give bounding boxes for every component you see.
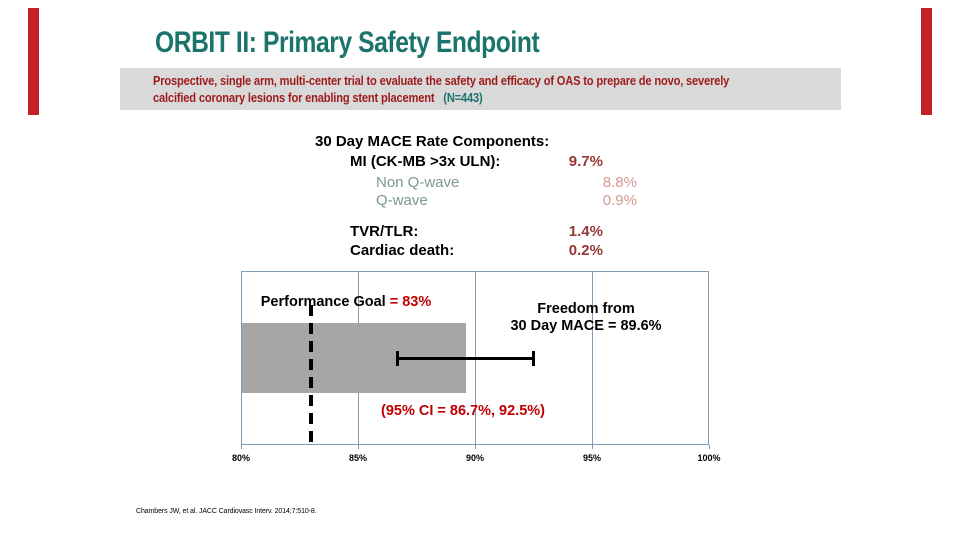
x-axis-tick-label: 80% xyxy=(231,453,250,463)
x-axis-tick-label: 100% xyxy=(697,453,721,463)
performance-goal-value: = 83% xyxy=(385,294,432,310)
plot-border xyxy=(241,271,709,445)
mace-components-header: 30 Day MACE Rate Components: xyxy=(315,133,550,150)
left-accent-bar xyxy=(28,8,39,115)
mace-row-value: 8.8% xyxy=(602,174,637,191)
confidence-interval-label: (95% CI = 86.7%, 92.5%) xyxy=(380,403,546,419)
banner-line-2-text: calcified coronary lesions for enabling … xyxy=(153,90,435,105)
mace-row-value: 1.4% xyxy=(568,223,603,240)
x-axis-tick xyxy=(591,445,593,449)
freedom-from-mace-label: Freedom from 30 Day MACE = 89.6% xyxy=(476,301,696,335)
x-axis-tick xyxy=(357,445,359,449)
mace-row-label: TVR/TLR: xyxy=(350,223,419,240)
x-axis-tick xyxy=(240,445,242,449)
right-accent-bar xyxy=(921,8,932,115)
freedom-line-2: 30 Day MACE = 89.6% xyxy=(510,318,662,334)
banner-line-2: calcified coronary lesions for enabling … xyxy=(153,90,765,107)
ci-error-bar-left-cap xyxy=(396,350,400,366)
ci-error-bar-right-cap xyxy=(532,350,535,366)
mace-row-label: Cardiac death: xyxy=(350,242,455,259)
n-count-label: (N=443) xyxy=(443,90,483,105)
mace-row-value: 9.7% xyxy=(568,153,603,170)
banner-text: Prospective, single arm, multi-center tr… xyxy=(153,73,765,106)
performance-goal-text: Performance Goal xyxy=(260,294,386,310)
mace-row-value: 0.9% xyxy=(602,192,637,209)
ci-error-bar xyxy=(397,356,534,360)
x-axis-tick xyxy=(708,445,710,449)
gridline xyxy=(591,271,593,445)
subtitle-banner: Prospective, single arm, multi-center tr… xyxy=(120,68,841,110)
mace-row-label: Non Q-wave xyxy=(376,174,460,191)
x-axis-tick-label: 95% xyxy=(582,453,601,463)
x-axis-tick-label: 85% xyxy=(348,453,367,463)
performance-goal-label: Performance Goal = 83% xyxy=(241,294,451,310)
citation-text: Chambers JW, et al. JACC Cardiovasc Inte… xyxy=(136,508,317,515)
x-axis-tick xyxy=(474,445,476,449)
x-axis-tick-label: 90% xyxy=(465,453,484,463)
mace-row-label: MI (CK-MB >3x ULN): xyxy=(350,153,501,170)
banner-line-1: Prospective, single arm, multi-center tr… xyxy=(153,74,730,88)
performance-goal-dashed-line xyxy=(309,305,314,445)
mace-row-label: Q-wave xyxy=(376,192,428,209)
freedom-line-1: Freedom from xyxy=(537,301,635,317)
mace-row-value: 0.2% xyxy=(568,242,603,259)
page-title: ORBIT II: Primary Safety Endpoint xyxy=(155,26,540,59)
